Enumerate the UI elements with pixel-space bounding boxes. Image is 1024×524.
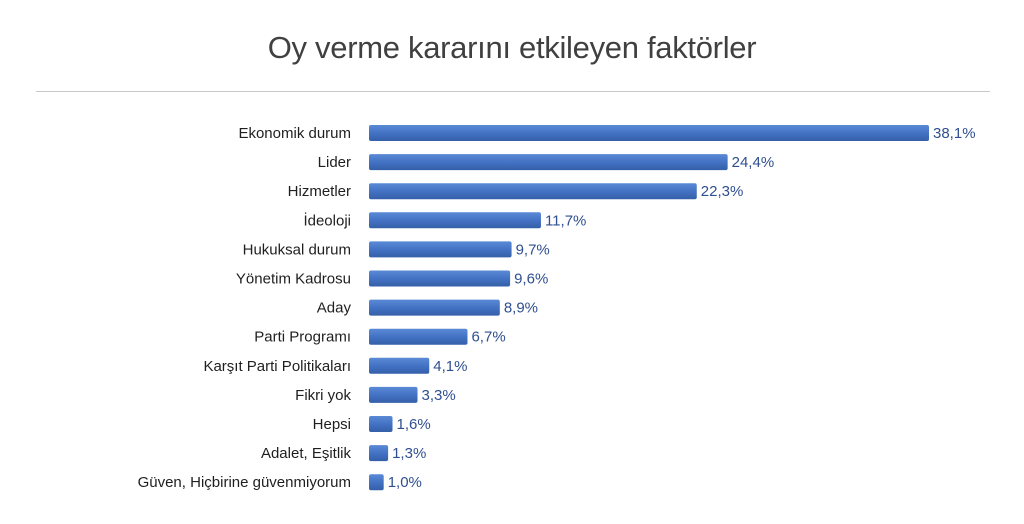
- category-label: Lider: [318, 154, 351, 171]
- chart-title: Oy verme kararını etkileyen faktörler: [267, 30, 757, 65]
- bar: [369, 125, 929, 141]
- category-label: Hukuksal durum: [243, 241, 351, 258]
- bar: [369, 241, 512, 258]
- bar: [369, 416, 393, 432]
- value-label: 1,6%: [397, 416, 431, 433]
- bar: [369, 270, 511, 287]
- category-label: Hepsi: [313, 416, 351, 433]
- value-label: 38,1%: [933, 125, 976, 142]
- value-label: 24,4%: [732, 154, 775, 171]
- value-label: 9,7%: [516, 241, 550, 258]
- category-label: Yönetim Kadrosu: [236, 271, 351, 288]
- bar: [369, 386, 418, 403]
- bar: [369, 357, 430, 374]
- value-label: 1,3%: [392, 445, 426, 462]
- value-label: 22,3%: [701, 183, 744, 200]
- category-label: Güven, Hiçbirine güvenmiyorum: [138, 474, 351, 491]
- bar: [369, 474, 384, 491]
- bar: [369, 154, 728, 171]
- value-label: 1,0%: [388, 474, 422, 491]
- category-label: İdeoloji: [303, 211, 351, 229]
- value-label: 9,6%: [514, 271, 548, 288]
- bar: [369, 445, 389, 462]
- value-label: 6,7%: [471, 329, 505, 346]
- category-label: Aday: [317, 300, 352, 317]
- value-label: 3,3%: [422, 387, 456, 404]
- bar: [369, 328, 468, 345]
- title-divider: [36, 91, 990, 92]
- value-label: 8,9%: [504, 300, 538, 317]
- category-label: Ekonomik durum: [238, 125, 351, 142]
- category-label: Adalet, Eşitlik: [261, 445, 352, 462]
- bar: [369, 183, 697, 200]
- category-label: Fikri yok: [295, 387, 351, 404]
- bar: [369, 212, 541, 229]
- value-label: 4,1%: [433, 358, 467, 375]
- bars-group: Ekonomik durum 38,1% Lider 24,4% Hizmetler 22…: [138, 125, 976, 491]
- value-label: 11,7%: [545, 212, 586, 229]
- category-label: Hizmetler: [288, 183, 351, 200]
- category-label: Parti Programı: [254, 329, 351, 346]
- bar: [369, 299, 500, 316]
- category-label: Karşıt Parti Politikaları: [203, 358, 351, 375]
